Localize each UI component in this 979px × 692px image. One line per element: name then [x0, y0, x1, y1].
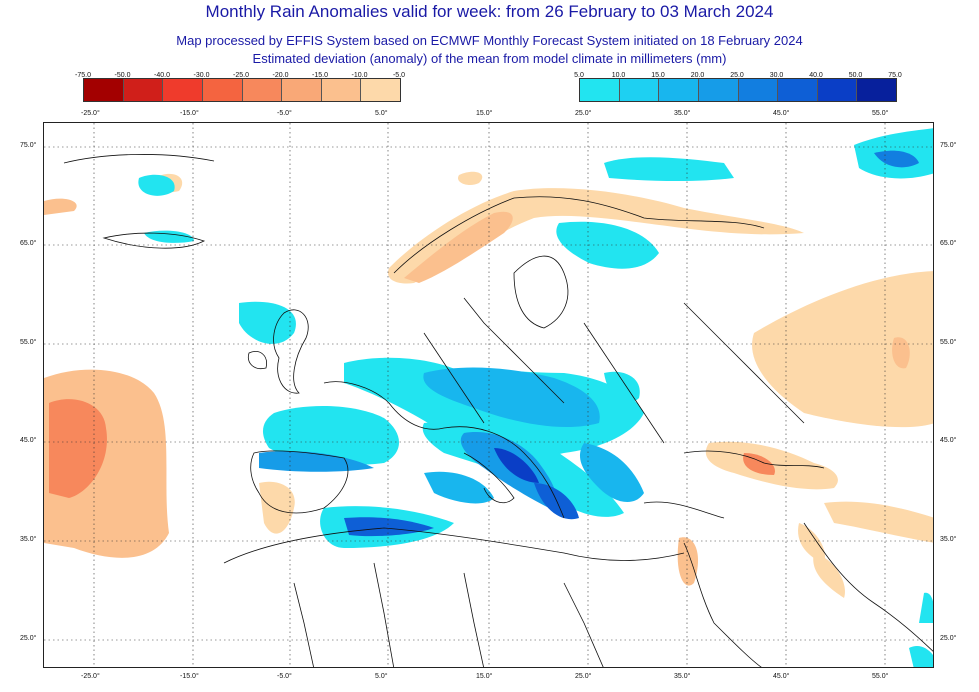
- x-axis-top-tick-label: 45.0°: [773, 110, 790, 117]
- y-axis-right-tick-label: 45.0°: [940, 437, 957, 444]
- x-axis-top-tick-label: -15.0°: [180, 110, 199, 117]
- legend-swatch: [163, 79, 203, 101]
- legend-label: 50.0: [848, 72, 863, 79]
- legend-label: 25.0: [730, 72, 744, 79]
- legend-label: 20.0: [690, 72, 705, 79]
- y-axis-left-tick-label: 55.0°: [20, 339, 37, 346]
- legend-swatch: [580, 79, 620, 101]
- x-axis-top-tick-label: 25.0°: [575, 110, 592, 117]
- y-axis-right-tick-label: 35.0°: [940, 536, 957, 543]
- y-axis-right-tick-label: 55.0°: [940, 339, 957, 346]
- x-axis-bottom-tick-label: -15.0°: [180, 673, 199, 680]
- legend-label: 15.0: [651, 72, 665, 79]
- legend-negative-bar: [83, 78, 401, 102]
- x-axis-bottom-tick-label: 45.0°: [773, 673, 790, 680]
- legend-label: -10.0: [351, 72, 368, 79]
- x-axis-top-tick-label: -5.0°: [277, 110, 292, 117]
- legend-label: -50.0: [114, 72, 131, 79]
- y-axis-left-tick-label: 35.0°: [20, 536, 37, 543]
- legend-swatch: [361, 79, 400, 101]
- y-axis-left-tick-label: 25.0°: [20, 635, 37, 642]
- x-axis-bottom-tick-label: 15.0°: [476, 673, 493, 680]
- legend-label: 5.0: [574, 72, 584, 79]
- x-axis-bottom-tick-label: 25.0°: [575, 673, 592, 680]
- wet-anomaly-areas: [138, 128, 933, 667]
- legend-label: -25.0: [233, 72, 249, 79]
- legend-label: 75.0: [888, 72, 902, 79]
- y-axis-left-tick-label: 75.0°: [20, 142, 37, 149]
- legend-swatch: [242, 79, 283, 101]
- legend-swatch: [857, 79, 896, 101]
- legend-label: -40.0: [154, 72, 170, 79]
- x-axis-top-tick-label: 35.0°: [674, 110, 691, 117]
- legend-swatch: [698, 79, 739, 101]
- y-axis-right-tick-label: 75.0°: [940, 142, 957, 149]
- anomaly-map: [44, 123, 933, 667]
- legend-label: -30.0: [193, 72, 210, 79]
- legend-label: -15.0: [312, 72, 328, 79]
- y-axis-left-tick-label: 45.0°: [20, 437, 37, 444]
- legend-swatch: [738, 79, 779, 101]
- legend-label: -5.0: [392, 72, 406, 79]
- x-axis-bottom-tick-label: 5.0°: [375, 673, 388, 680]
- map-area: [43, 122, 934, 668]
- y-axis-left-tick-label: 65.0°: [20, 240, 37, 247]
- x-axis-bottom-tick-label: 35.0°: [674, 673, 691, 680]
- x-axis-top-tick-label: -25.0°: [81, 110, 100, 117]
- legend-label: -75.0: [75, 72, 91, 79]
- map-title: Monthly Rain Anomalies valid for week: f…: [205, 2, 774, 21]
- legend-swatch: [817, 79, 858, 101]
- graticule-grid: [44, 123, 933, 667]
- x-axis-bottom-tick-label: -5.0°: [277, 673, 292, 680]
- y-axis-right-tick-label: 25.0°: [940, 635, 957, 642]
- legend-swatch: [282, 79, 322, 101]
- legend-swatch: [619, 79, 660, 101]
- legend-label: 40.0: [809, 72, 823, 79]
- x-axis-bottom-tick-label: 55.0°: [872, 673, 889, 680]
- legend-swatch: [84, 79, 124, 101]
- x-axis-top-tick-label: 5.0°: [375, 110, 388, 117]
- x-axis-top-tick-label: 15.0°: [476, 110, 493, 117]
- x-axis-bottom-tick-label: -25.0°: [81, 673, 100, 680]
- legend-swatch: [321, 79, 362, 101]
- x-axis-top-tick-label: 55.0°: [872, 110, 889, 117]
- map-subtitle-description: Estimated deviation (anomaly) of the mea…: [252, 51, 727, 66]
- dry-anomaly-areas: [44, 171, 933, 598]
- legend-label: -20.0: [272, 72, 289, 79]
- legend-swatch: [123, 79, 164, 101]
- legend-swatch: [778, 79, 818, 101]
- legend-label: 30.0: [769, 72, 784, 79]
- map-subtitle-source: Map processed by EFFIS System based on E…: [176, 33, 803, 48]
- legend-label: 10.0: [611, 72, 626, 79]
- coastlines-and-borders: [63, 154, 933, 667]
- legend-swatch: [202, 79, 243, 101]
- legend-positive-bar: [579, 78, 897, 102]
- y-axis-right-tick-label: 65.0°: [940, 240, 957, 247]
- legend-swatch: [659, 79, 699, 101]
